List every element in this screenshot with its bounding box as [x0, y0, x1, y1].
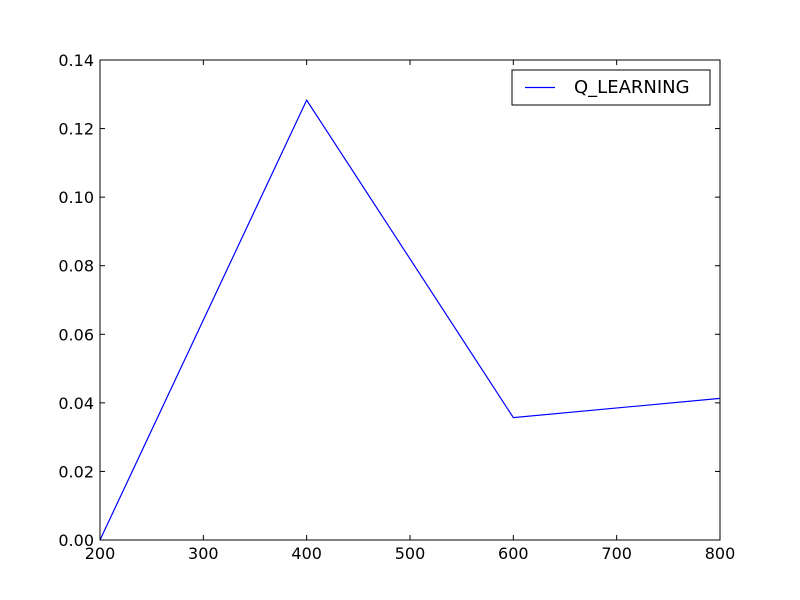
x-tick-label: 600	[498, 544, 529, 563]
legend-label-q-learning: Q_LEARNING	[574, 77, 690, 98]
y-tick-label: 0.06	[58, 325, 94, 344]
y-tick-label: 0.00	[58, 531, 94, 550]
y-tick-label: 0.08	[58, 257, 94, 276]
series-layer	[99, 98, 721, 541]
x-tick-label: 300	[188, 544, 219, 563]
plot-frame	[99, 59, 721, 541]
legend: Q_LEARNING	[511, 69, 711, 106]
y-axis: 0.00 0.02 0.04 0.06 0.08 0.10 0.12 0.14	[58, 51, 720, 550]
y-tick-label: 0.10	[58, 188, 94, 207]
x-tick-label: 800	[705, 544, 736, 563]
y-tick-label: 0.02	[58, 462, 94, 481]
x-axis: 200 300 400 500 600 700 800	[85, 60, 736, 563]
y-tick-label: 0.14	[58, 51, 94, 70]
x-tick-label: 500	[395, 544, 426, 563]
y-tick-label: 0.04	[58, 394, 94, 413]
series-line-q-learning	[99, 98, 721, 541]
x-tick-label: 700	[601, 544, 632, 563]
y-tick-label: 0.12	[58, 120, 94, 139]
x-tick-label: 200	[85, 544, 116, 563]
x-tick-label: 400	[291, 544, 322, 563]
